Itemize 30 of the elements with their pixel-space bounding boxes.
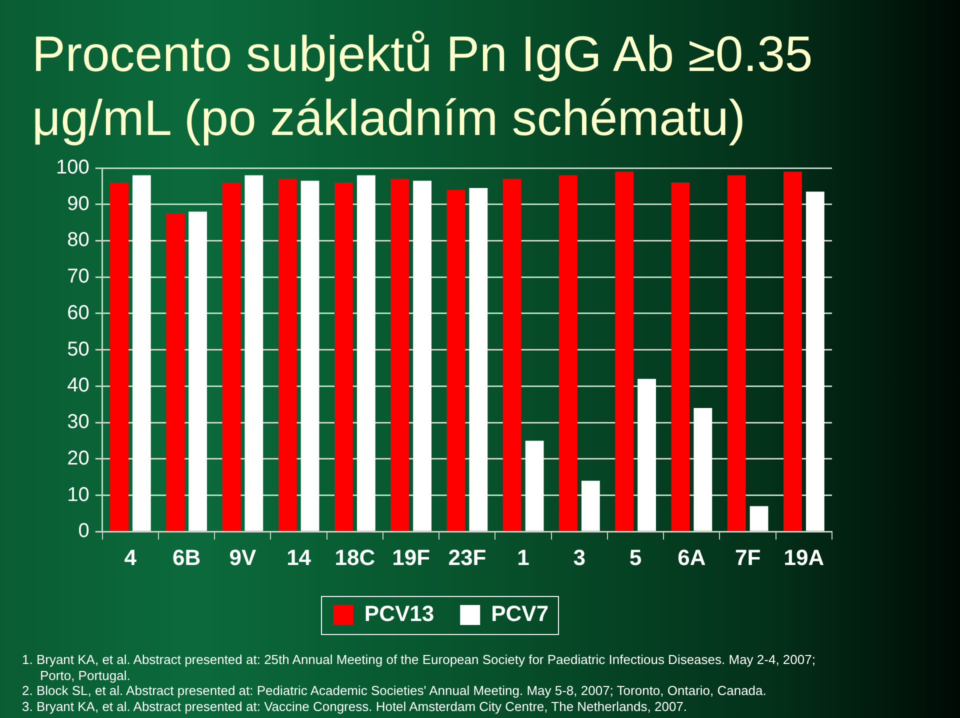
x-tick-label: 14 (286, 544, 312, 570)
y-tick-label: 80 (67, 229, 90, 252)
x-tick-label: 19A (784, 544, 824, 570)
y-tick-label: 90 (67, 192, 90, 215)
text: 2. Block SL, et al. Abstract presented at: Pediatric Academic Societies' Annual Meeting. May 5-8, 2007; Toronto, Ontario, Canada. (22, 683, 768, 698)
legend-label: PCV7 (491, 601, 549, 626)
text: 3. Bryant KA, et al. Abstract presented at: Vaccine Congress. Hotel Amsterdam City Centre, The Netherlands, 2007. (22, 698, 688, 714)
y-tick-label: 70 (67, 266, 90, 288)
y-tick-label: 50 (67, 338, 90, 360)
x-tick-label: 6B (172, 544, 201, 570)
x-tick-label: 18C (334, 544, 376, 570)
y-tick-label: 40 (67, 374, 90, 397)
y-tick-label: 60 (67, 302, 90, 324)
y-tick-label: 30 (67, 411, 90, 434)
y-tick-label: 100 (56, 156, 90, 179)
x-tick-label: 4 (124, 544, 138, 570)
chart-title: Procento subjektů Pn IgG Ab ≥0.35 μg/mL (po základním schématu) (32, 25, 814, 148)
x-tick-label: 5 (629, 544, 642, 570)
x-tick-label: 3 (573, 544, 586, 570)
x-tick-label: 9V (229, 544, 256, 570)
y-tick-label: 10 (67, 484, 90, 506)
text: 1. Bryant KA, et al. Abstract presented at: 25th Annual Meeting of the European Society for Paediatric Infectious Diseases. May 2-4, 2007; Porto, Portugal. (22, 652, 816, 683)
x-tick-label: 19F (392, 544, 430, 570)
y-tick-label: 20 (67, 447, 90, 470)
y-tick-label: 0 (78, 520, 90, 542)
x-tick-label: 23F (448, 544, 486, 570)
x-tick-label: 6A (678, 544, 706, 570)
legend-label: PCV13 (364, 601, 434, 626)
x-tick-label: 7F (734, 544, 761, 570)
x-tick-label: 1 (517, 544, 530, 570)
